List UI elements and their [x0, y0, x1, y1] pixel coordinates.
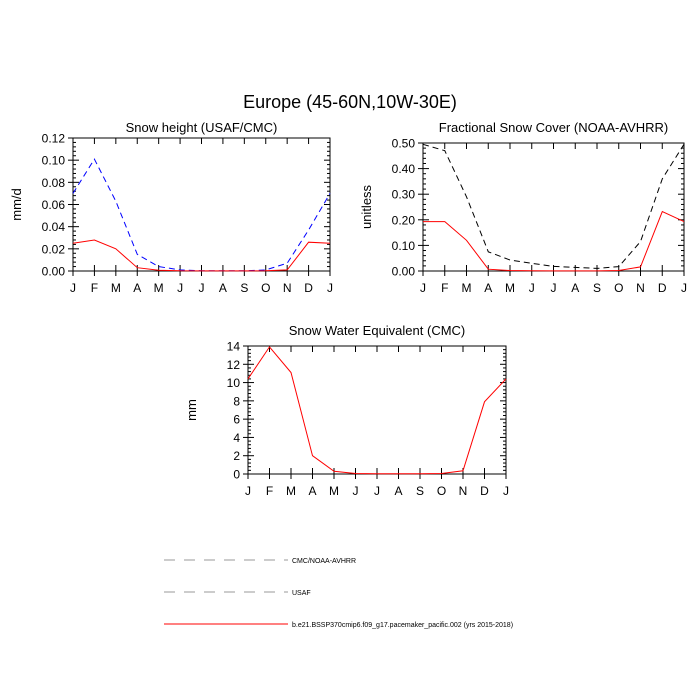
x-tick-label: O — [614, 281, 623, 295]
series-line-b-e21-bssp370cmip6-f09-g17-pacemaker-pac — [423, 210, 685, 272]
x-tick-label: O — [261, 281, 270, 295]
y-tick-label: 0.02 — [42, 242, 66, 256]
y-tick-label: 0.04 — [42, 220, 66, 234]
x-tick-label: M — [154, 281, 164, 295]
x-tick-label: A — [394, 484, 402, 498]
x-tick-label: A — [219, 281, 227, 295]
x-tick-label: M — [505, 281, 515, 295]
x-tick-label: O — [437, 484, 446, 498]
series-line-cmc-noaa-avhrr — [422, 143, 685, 269]
x-tick-label: S — [240, 281, 248, 295]
y-tick-label: 8 — [233, 394, 240, 408]
x-tick-label: J — [70, 281, 76, 295]
y-tick-label: 0.20 — [392, 213, 416, 227]
x-tick-label: S — [416, 484, 424, 498]
x-tick-label: D — [658, 281, 667, 295]
y-tick-label: 0.40 — [392, 162, 416, 176]
y-tick-label: 0.10 — [392, 239, 416, 253]
x-tick-label: D — [304, 281, 313, 295]
legend-label: USAF — [292, 590, 311, 597]
y-tick-label: 12 — [227, 358, 241, 372]
x-tick-label: D — [480, 484, 489, 498]
x-tick-label: N — [636, 281, 645, 295]
y-tick-label: 0.08 — [42, 176, 66, 190]
x-tick-label: J — [177, 281, 183, 295]
chart-title: Snow height (USAF/CMC) — [126, 120, 278, 135]
legend-item: CMC/NOAA-AVHRR — [164, 558, 356, 565]
legend-label: CMC/NOAA-AVHRR — [292, 558, 356, 565]
x-tick-label: M — [329, 484, 339, 498]
panels: Snow height (USAF/CMC) mm/d 0.00 0.02 0.04 0.… — [9, 120, 687, 498]
y-tick-label: 0.00 — [42, 265, 66, 279]
y-tick-label: 0.30 — [392, 188, 416, 202]
y-tick-label: 0.06 — [42, 198, 66, 212]
y-tick-label: 0.10 — [42, 154, 66, 168]
y-axis-label: mm — [184, 399, 199, 421]
x-tick-label: A — [133, 281, 141, 295]
figure-title: Europe (45-60N,10W-30E) — [243, 92, 457, 112]
x-tick-label: M — [111, 281, 121, 295]
x-tick-label: S — [593, 281, 601, 295]
chart-title: Snow Water Equivalent (CMC) — [289, 323, 466, 338]
x-tick-label: J — [374, 484, 380, 498]
y-axis-label: mm/d — [9, 188, 24, 221]
y-tick-label: 14 — [227, 340, 241, 354]
x-tick-label: J — [353, 484, 359, 498]
chart-panel-2: Fractional Snow Cover (NOAA-AVHRR) unitle… — [359, 120, 687, 295]
y-tick-label: 4 — [233, 431, 240, 445]
x-tick-label: J — [551, 281, 557, 295]
x-tick-label: J — [529, 281, 535, 295]
x-tick-label: M — [462, 281, 472, 295]
x-tick-label: N — [459, 484, 468, 498]
y-tick-label: 0 — [233, 468, 240, 482]
x-tick-label: J — [681, 281, 687, 295]
x-tick-label: A — [484, 281, 492, 295]
y-axis-label: unitless — [359, 184, 374, 229]
y-tick-label: 6 — [233, 413, 240, 427]
plot-frame — [72, 137, 331, 272]
series-line-b-e21-bssp370cmip6-f09-g17-pacemaker-pac — [72, 239, 331, 272]
series-line-usaf — [72, 158, 331, 272]
x-tick-label: J — [327, 281, 333, 295]
x-tick-label: A — [308, 484, 316, 498]
chart-title: Fractional Snow Cover (NOAA-AVHRR) — [439, 120, 668, 135]
x-tick-label: F — [266, 484, 273, 498]
series-line-b-e21-bssp370cmip6-f09-g17-pacemaker-pac — [247, 346, 507, 475]
x-tick-label: J — [199, 281, 205, 295]
legend-item: USAF — [164, 590, 311, 597]
x-tick-label: J — [503, 484, 509, 498]
x-tick-label: M — [286, 484, 296, 498]
x-tick-label: F — [441, 281, 448, 295]
x-tick-label: J — [245, 484, 251, 498]
y-tick-label: 2 — [233, 449, 240, 463]
y-tick-label: 0.12 — [42, 132, 66, 146]
chart-panel-1: Snow height (USAF/CMC) mm/d 0.00 0.02 0.04 0.… — [9, 120, 333, 295]
x-tick-label: N — [283, 281, 292, 295]
x-tick-label: J — [420, 281, 426, 295]
y-tick-label: 0.00 — [392, 265, 416, 279]
y-tick-label: 0.50 — [392, 137, 416, 151]
chart-panel-3: Snow Water Equivalent (CMC) mm 0 2 4 6 8 10 12 14… — [184, 323, 509, 498]
plot-frame — [422, 142, 685, 272]
legend: CMC/NOAA-AVHRR USAF b.e21.BSSP370cmip6.f09… — [164, 558, 513, 629]
x-tick-label: F — [91, 281, 98, 295]
plot-frame — [247, 345, 507, 475]
legend-item: b.e21.BSSP370cmip6.f09_g17.pacemaker_pac… — [164, 622, 513, 629]
x-tick-label: A — [571, 281, 579, 295]
y-tick-label: 10 — [227, 376, 241, 390]
legend-label: b.e21.BSSP370cmip6.f09_g17.pacemaker_pac… — [292, 622, 513, 629]
